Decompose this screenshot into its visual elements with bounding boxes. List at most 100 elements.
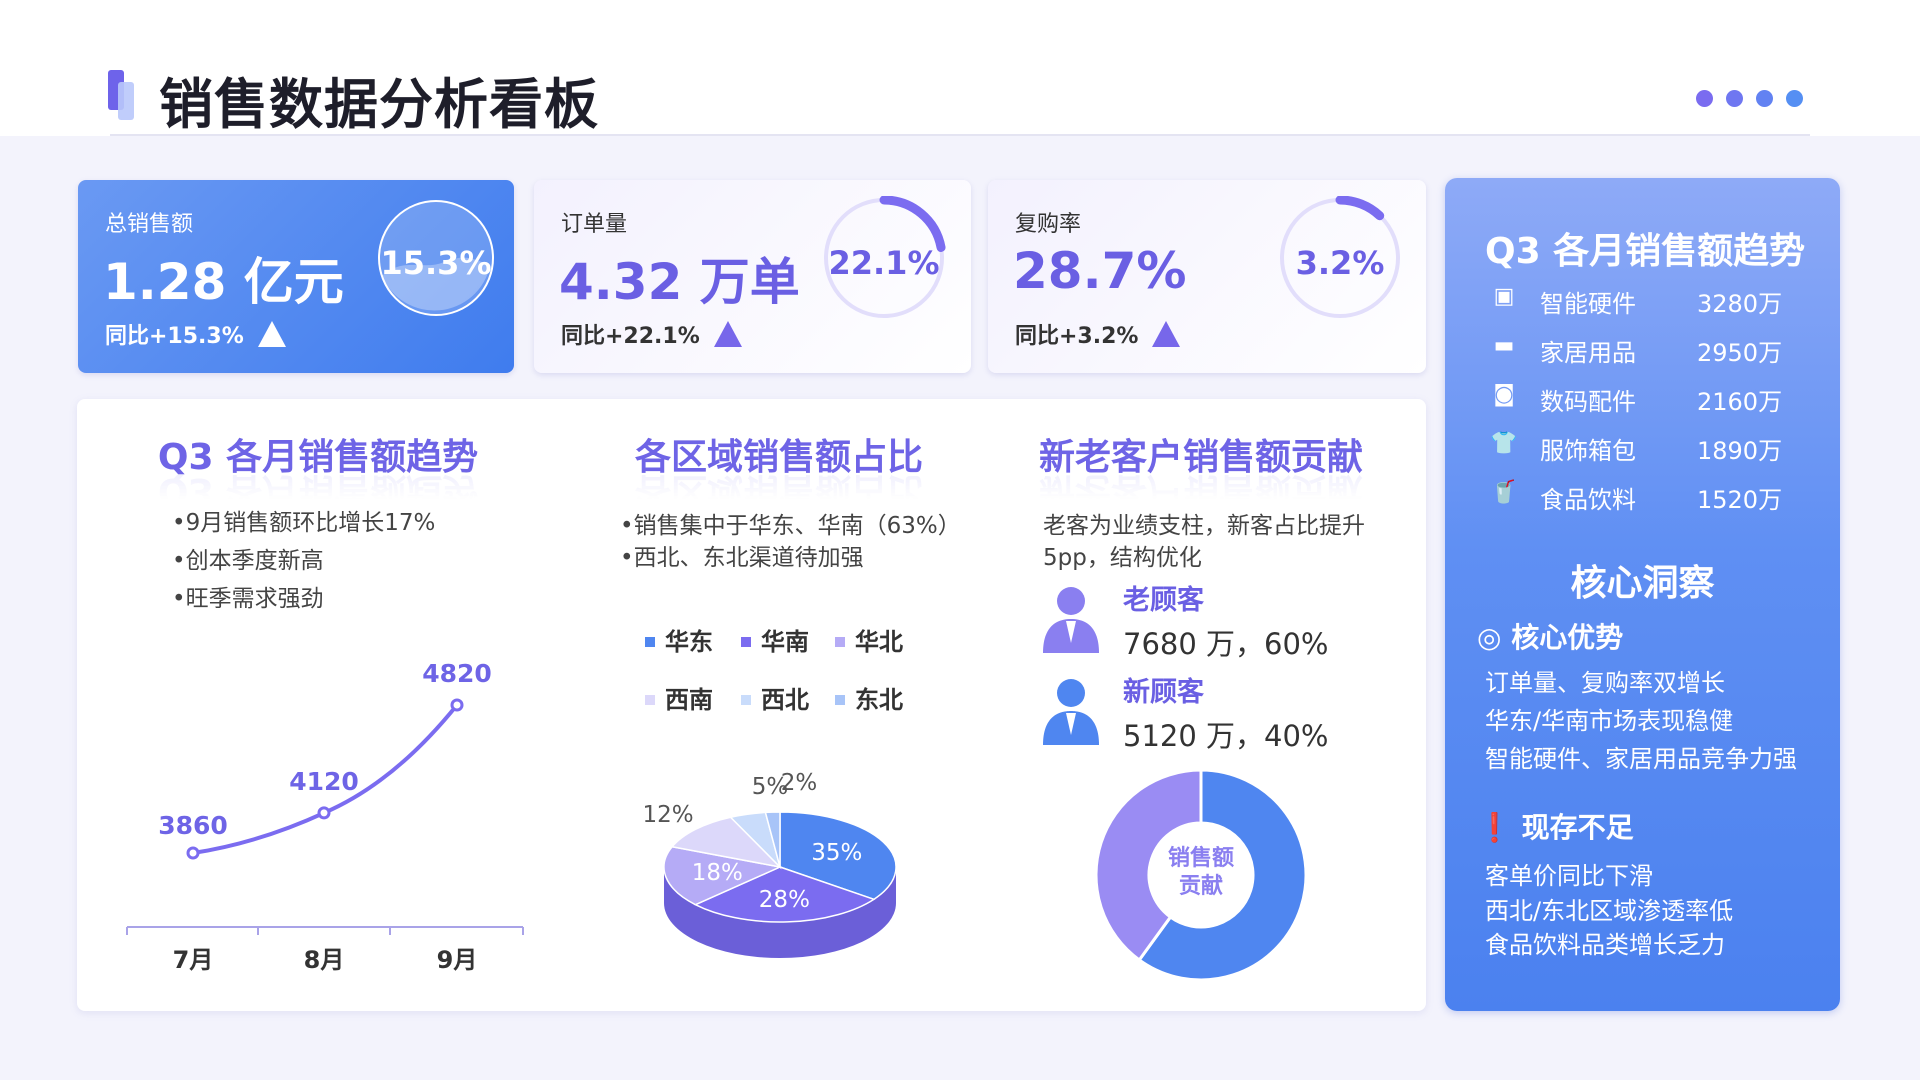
trend-bullet: •9月销售额环比增长17% xyxy=(172,510,436,536)
x-tick-label: 8月 xyxy=(303,946,345,974)
up-arrow-icon xyxy=(257,321,286,347)
pie-label: 12% xyxy=(642,802,694,828)
page-indicator-dot[interactable] xyxy=(1756,90,1773,107)
category-row: ▬ 家居用品 2950万 xyxy=(1445,333,1840,369)
category-row: 👕 服饰箱包 1890万 xyxy=(1490,431,1783,465)
new-customer-value: 5120 万，40% xyxy=(1123,719,1329,753)
advantage-item: 华东/华南市场表现稳健 xyxy=(1485,707,1734,735)
old-customer-label: 老顾客 xyxy=(1123,585,1204,616)
category-row: ◙ 数码配件 2160万 xyxy=(1445,382,1840,418)
legend-item: 西北 xyxy=(741,680,809,715)
customer-desc: 5pp，结构优化 xyxy=(1043,545,1202,571)
trend-bullet: •创本季度新高 xyxy=(172,548,324,574)
kpi-value: 1.28 亿元 xyxy=(103,253,344,311)
pie-slice xyxy=(663,845,783,906)
trend-bullet: •旺季需求强劲 xyxy=(172,586,324,612)
pie-slice xyxy=(764,811,781,868)
weakness-item: 食品饮料品类增长乏力 xyxy=(1485,931,1725,959)
summary-panel: Q3 各月销售额趋势 ▣ 智能硬件 3280万 ▬ 家居用品 2950万 ◙ 数码配件 2160… xyxy=(1445,178,1840,1011)
insight-title: 核心洞察 xyxy=(1570,563,1715,604)
pie-label: 2% xyxy=(780,770,818,796)
kpi-value: 28.7% xyxy=(1013,242,1187,300)
customer-title: 新老客户销售额贡献 xyxy=(1038,437,1364,478)
shirt-icon: 👕 xyxy=(1490,431,1518,456)
data-point xyxy=(450,698,464,712)
pie-slice xyxy=(779,811,897,901)
kpi-yoy: 同比+22.1% xyxy=(561,318,742,350)
kpi-yoy: 同比+15.3% xyxy=(105,318,286,350)
weakness-heading: ❗ 现存不足 xyxy=(1477,811,1634,844)
x-tick-label: 7月 xyxy=(172,946,214,974)
up-arrow-icon xyxy=(1152,321,1181,347)
trend-title: Q3 各月销售额趋势 xyxy=(157,437,479,478)
legend-item: 东北 xyxy=(835,680,903,715)
new-customer-icon xyxy=(1043,679,1099,745)
data-label: 4820 xyxy=(422,658,492,688)
pie-slice xyxy=(693,866,876,923)
advantage-item: 智能硬件、家居用品竞争力强 xyxy=(1485,745,1797,773)
kpi-yoy: 同比+3.2% xyxy=(1015,318,1181,350)
data-point xyxy=(186,846,200,860)
page-indicator-dot[interactable] xyxy=(1696,90,1713,107)
kpi-value: 4.32 万单 xyxy=(559,253,800,311)
up-arrow-icon xyxy=(713,321,742,347)
kpi-card-sales: 总销售额 1.28 亿元 同比+15.3% 15.3% xyxy=(78,180,514,373)
donut-center xyxy=(1149,823,1253,927)
kpi-ring-value: 22.1% xyxy=(828,244,940,282)
data-label: 4120 xyxy=(289,766,359,796)
region-title: 各区域销售额占比 xyxy=(634,437,924,478)
header xyxy=(0,0,1920,136)
kpi-card-repurchase: 复购率 28.7% 同比+3.2% 3.2% xyxy=(988,180,1426,373)
kpi-label: 复购率 xyxy=(1015,212,1082,237)
weakness-item: 西北/东北区域渗透率低 xyxy=(1485,897,1734,925)
page-indicator-dot[interactable] xyxy=(1726,90,1743,107)
page-indicator-dot[interactable] xyxy=(1786,90,1803,107)
alert-icon: ❗ xyxy=(1477,811,1512,844)
customer-desc: 老客为业绩支柱，新客占比提升 xyxy=(1043,513,1365,539)
kpi-label: 总销售额 xyxy=(105,212,194,237)
x-tick-label: 9月 xyxy=(436,946,478,974)
pie-label: 18% xyxy=(691,859,743,886)
donut-label: 销售额 贡献 xyxy=(1167,846,1234,899)
title-accent xyxy=(118,82,134,120)
bed-icon: ▬ xyxy=(1493,333,1515,358)
data-label: 3860 xyxy=(158,811,228,840)
target-icon: ◎ xyxy=(1477,621,1502,654)
kpi-ring-gauge xyxy=(824,196,946,318)
region-bullet: •西北、东北渠道待加强 xyxy=(620,545,864,571)
old-customer-value: 7680 万，60% xyxy=(1123,627,1329,661)
kpi-badge-value: 15.3% xyxy=(380,244,492,282)
pie-slice xyxy=(670,816,783,869)
old-customer-icon xyxy=(1043,587,1099,653)
kpi-ring-gauge xyxy=(1280,196,1400,318)
kpi-ring-value: 3.2% xyxy=(1295,244,1385,282)
region-bullet: •销售集中于华东、华南（63%） xyxy=(620,513,961,539)
kpi-badge xyxy=(378,200,494,316)
advantage-heading: ◎ 核心优势 xyxy=(1477,621,1624,654)
legend-item: 华东 xyxy=(645,622,713,657)
legend-item: 华南 xyxy=(741,622,809,657)
chip-icon: ▣ xyxy=(1493,284,1515,309)
legend-item: 华北 xyxy=(835,622,903,657)
pie-label: 35% xyxy=(811,840,863,867)
data-point xyxy=(317,806,331,820)
pie-side xyxy=(664,867,896,958)
gauge-fill xyxy=(1335,196,1385,221)
new-customer-label: 新顾客 xyxy=(1123,677,1204,708)
category-row: ▣ 智能硬件 3280万 xyxy=(1445,284,1840,320)
category-row: 🥤 食品饮料 1520万 xyxy=(1490,480,1783,514)
divider xyxy=(110,134,1810,136)
pie-label: 28% xyxy=(758,886,810,913)
kpi-card-orders: 订单量 4.32 万单 同比+22.1% 22.1% xyxy=(534,180,971,373)
page-title: 销售数据分析看板 xyxy=(159,73,599,136)
pie-label: 5% xyxy=(751,774,789,800)
camera-icon: ◙ xyxy=(1493,382,1515,407)
weakness-item: 客单价同比下滑 xyxy=(1485,862,1653,890)
advantage-item: 订单量、复购率双增长 xyxy=(1485,669,1725,697)
legend-item: 西南 xyxy=(645,680,713,715)
kpi-label: 订单量 xyxy=(561,212,628,237)
gauge-fill xyxy=(879,196,946,252)
panel-title: Q3 各月销售额趋势 xyxy=(1485,231,1806,272)
drink-icon: 🥤 xyxy=(1490,480,1518,505)
